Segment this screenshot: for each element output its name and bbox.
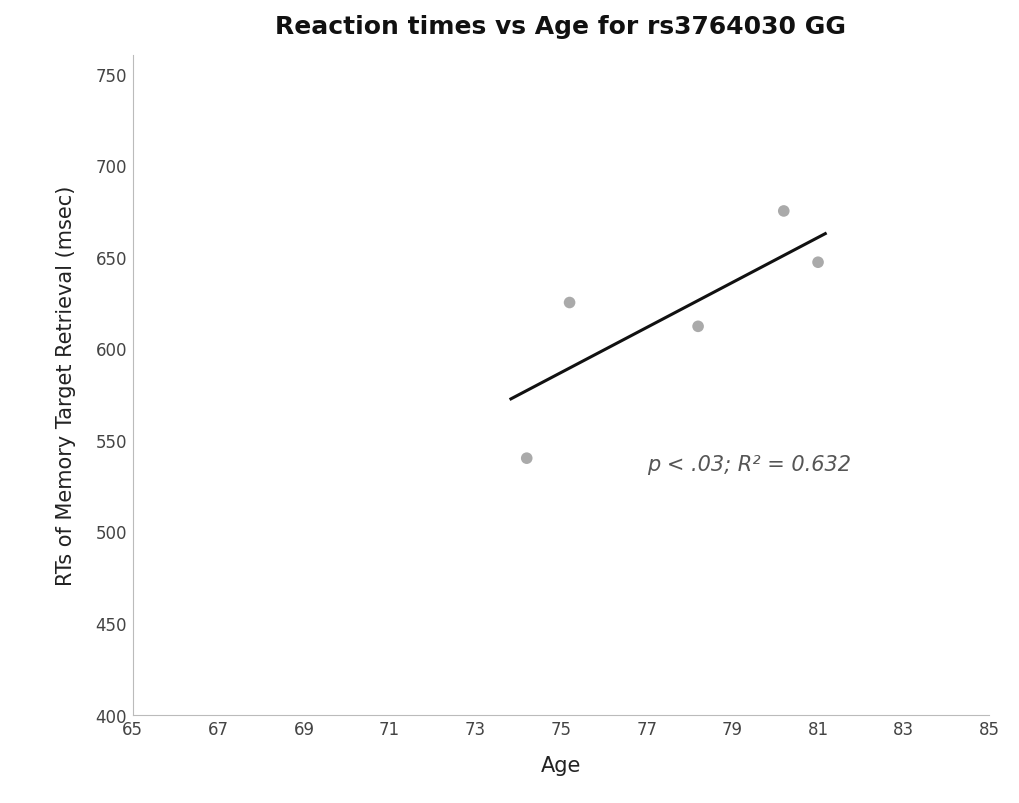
- Y-axis label: RTs of Memory Target Retrieval (msec): RTs of Memory Target Retrieval (msec): [56, 185, 76, 585]
- X-axis label: Age: Age: [540, 755, 581, 775]
- Title: Reaction times vs Age for rs3764030 GG: Reaction times vs Age for rs3764030 GG: [275, 15, 846, 39]
- Text: p < .03; R² = 0.632: p < .03; R² = 0.632: [646, 454, 850, 474]
- Point: [809, 256, 825, 269]
- Point: [774, 206, 791, 218]
- Point: [560, 297, 577, 310]
- Point: [518, 452, 534, 465]
- Point: [689, 320, 705, 333]
